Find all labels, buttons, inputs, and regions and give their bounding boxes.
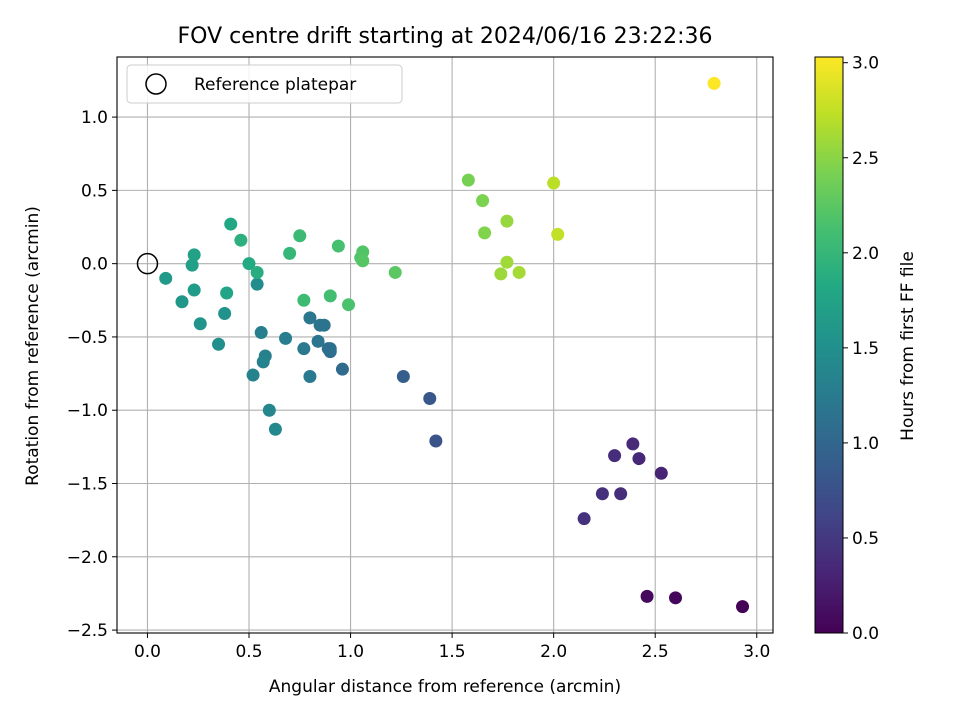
x-tick-label: 1.0 [337,642,364,662]
scatter-point [331,239,345,253]
scatter-point [614,487,628,501]
x-tick-label: 0.0 [134,642,161,662]
scatter-point [500,214,514,228]
scatter-point [256,355,270,369]
x-tick-label: 1.5 [439,642,466,662]
scatter-point [654,466,668,480]
scatter-point [187,248,201,262]
scatter-point [212,337,226,351]
scatter-point [388,265,402,279]
scatter-point [268,422,282,436]
scatter-point [159,271,173,285]
scatter-point [220,286,234,300]
scatter-point [736,600,750,614]
scatter-point [626,437,640,451]
data-points [136,76,750,614]
scatter-point [356,254,370,268]
colorbar-tick-label: 3.0 [852,54,879,74]
scatter-point [342,298,356,312]
scatter-point [608,449,622,463]
scatter-point [577,512,591,526]
scatter-point [669,591,683,605]
scatter-point [551,227,565,241]
colorbar-tick-label: 1.0 [852,434,879,454]
x-tick-label: 3.0 [743,642,770,662]
colorbar-label: Hours from first FF file [898,251,918,441]
scatter-point [293,229,307,243]
colorbar-gradient [814,56,844,634]
y-tick-label: −2.0 [67,548,108,568]
plot-background [117,57,773,633]
scatter-point [283,246,297,260]
x-tick-label: 2.5 [642,642,669,662]
y-tick-label: −2.5 [67,621,108,641]
colorbar-tick-label: 1.5 [852,339,879,359]
scatter-point [323,289,337,303]
scatter-point [262,403,276,417]
scatter-point [250,277,264,291]
colorbar-tick-label: 2.5 [852,149,879,169]
scatter-point [218,306,232,320]
scatter-point [175,295,189,309]
scatter-point [303,370,317,384]
scatter-point [476,194,490,208]
x-axis-label: Angular distance from reference (arcmin) [269,677,621,697]
scatter-point [632,452,646,466]
chart-title: FOV centre drift starting at 2024/06/16 … [178,24,713,49]
colorbar-tick-label: 0.0 [852,624,879,644]
colorbar-tick-label: 0.5 [852,529,879,549]
colorbar-tick-label: 2.0 [852,244,879,264]
legend: Reference platepar [126,64,403,104]
legend-entry: Reference platepar [194,75,356,95]
scatter-point [323,342,337,356]
y-tick-label: 0.0 [81,255,108,275]
colorbar: 0.0 0.5 1.0 1.5 2.0 2.5 3.0 [814,54,879,644]
scatter-point [224,217,238,231]
scatter-point [234,233,248,247]
scatter-point [500,255,514,269]
y-axis-label: Rotation from reference (arcmin) [23,206,43,486]
y-tick-label: 1.0 [81,108,108,128]
scatter-point [478,226,492,240]
scatter-point [250,265,264,279]
y-tick-label: 0.5 [81,181,108,201]
x-tick-label: 2.0 [540,642,567,662]
scatter-point [193,317,207,331]
scatter-point [461,173,475,187]
scatter-point [707,76,721,90]
scatter-point [297,293,311,307]
reference-marker [136,252,159,275]
plot-frame [116,56,774,634]
scatter-point [279,331,293,345]
scatter-point [303,311,317,325]
scatter-point [547,176,561,190]
scatter-point [396,370,410,384]
scatter-point [595,487,609,501]
scatter-point [297,342,311,356]
y-tick-label: −1.0 [67,401,108,421]
y-tick-label: −1.5 [67,475,108,495]
plot-area: 0.0 0.5 1.0 1.5 2.0 2.5 3.0 −2.5 −2.0 −1.5 −1.0 −0.… [67,56,774,662]
x-tick-label: 0.5 [235,642,262,662]
y-tick-label: −0.5 [67,328,108,348]
legend-box [126,64,403,104]
scatter-point [246,368,260,382]
scatter-point [640,589,654,603]
scatter-point [187,283,201,297]
scatter-point [335,362,349,376]
scatter-point [317,318,331,332]
scatter-point [423,391,437,405]
scatter-point [494,267,508,281]
scatter-point [512,265,526,279]
scatter-point [185,258,199,272]
scatter-point [429,434,443,448]
legend-marker [145,73,167,95]
scatter-point [254,326,268,340]
scatter-point [242,257,256,271]
scatter-point [311,334,325,348]
